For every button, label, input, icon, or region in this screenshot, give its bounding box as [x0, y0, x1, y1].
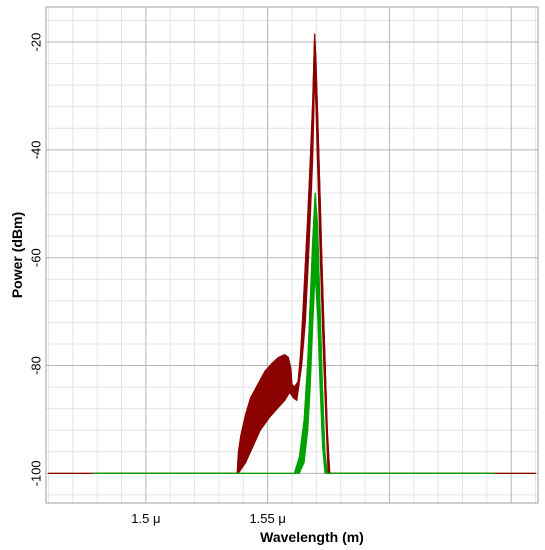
series-line-1 [48, 33, 536, 474]
y-tick-label: -20 [29, 33, 44, 52]
plot-frame [45, 6, 539, 504]
y-tick-label: -40 [29, 140, 44, 159]
x-tick-label: 1.55 μ [249, 511, 285, 526]
x-axis-label: Wavelength (m) [260, 529, 364, 545]
y-tick-label: -60 [29, 248, 44, 267]
series-line-2 [93, 192, 495, 474]
major-grid [46, 7, 538, 503]
x-tick-label: 1.5 μ [131, 511, 160, 526]
tick-labels: 1.5 μ 1.55 μ -20 -40 -60 -80 -100 [29, 33, 286, 526]
series-layer [47, 33, 537, 474]
y-tick-label: -80 [29, 356, 44, 375]
y-tick-label: -100 [29, 460, 44, 486]
y-axis-label: Power (dBm) [9, 212, 25, 298]
